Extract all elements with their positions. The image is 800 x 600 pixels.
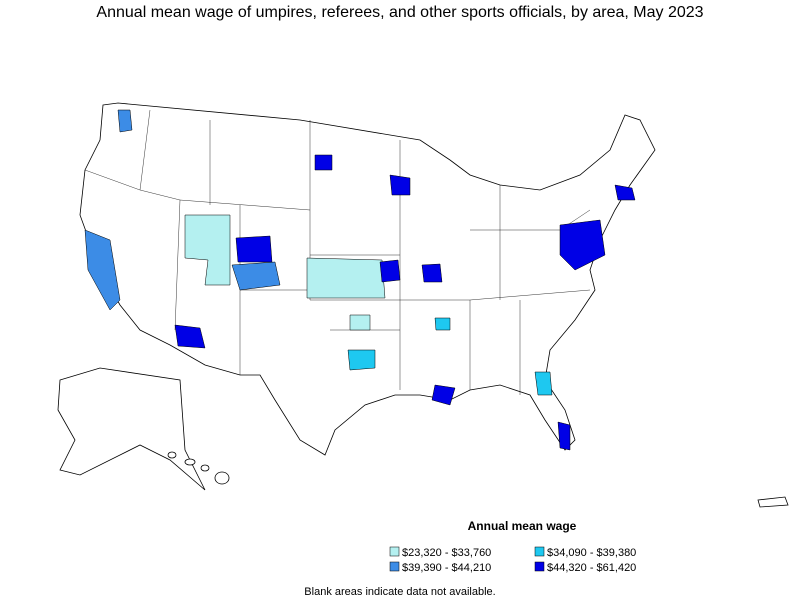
area-north-dakota (314, 154, 333, 171)
footnote: Blank areas indicate data not available. (304, 586, 495, 598)
legend-label: $23,320 - $33,760 (402, 547, 491, 559)
area-utah (184, 214, 231, 286)
area-kansas-city (379, 259, 401, 283)
area-texas (347, 349, 376, 371)
area-st-louis (421, 263, 443, 283)
area-tennessee (434, 317, 451, 331)
area-northeast (559, 219, 606, 271)
legend-title: Annual mean wage (468, 519, 577, 533)
area-colorado (231, 261, 281, 291)
legend-swatch (534, 546, 545, 557)
area-kansas (306, 257, 386, 299)
area-seattle (117, 109, 133, 133)
alaska (57, 367, 206, 491)
legend-label: $39,390 - $44,210 (402, 562, 491, 574)
area-south-florida (557, 421, 571, 451)
puerto-rico (757, 496, 789, 508)
map (57, 102, 789, 508)
hawaii (167, 451, 230, 485)
area-new-orleans (431, 384, 456, 406)
area-florida (534, 371, 553, 396)
area-boston (614, 184, 636, 201)
state-borders (84, 109, 591, 395)
area-california (84, 229, 121, 311)
legend-swatch (389, 561, 400, 572)
legend-label: $44,320 - $61,420 (547, 562, 636, 574)
area-phoenix (174, 324, 206, 349)
area-minneapolis (389, 174, 411, 196)
area-denver (235, 235, 273, 263)
map-title: Annual mean wage of umpires, referees, a… (96, 4, 703, 21)
legend: Annual mean wage $23,320 - $33,760 $34,09… (389, 519, 636, 574)
legend-label: $34,090 - $39,380 (547, 547, 636, 559)
legend-swatch (389, 546, 400, 557)
legend-swatch (534, 561, 545, 572)
area-arkansas (349, 314, 371, 331)
